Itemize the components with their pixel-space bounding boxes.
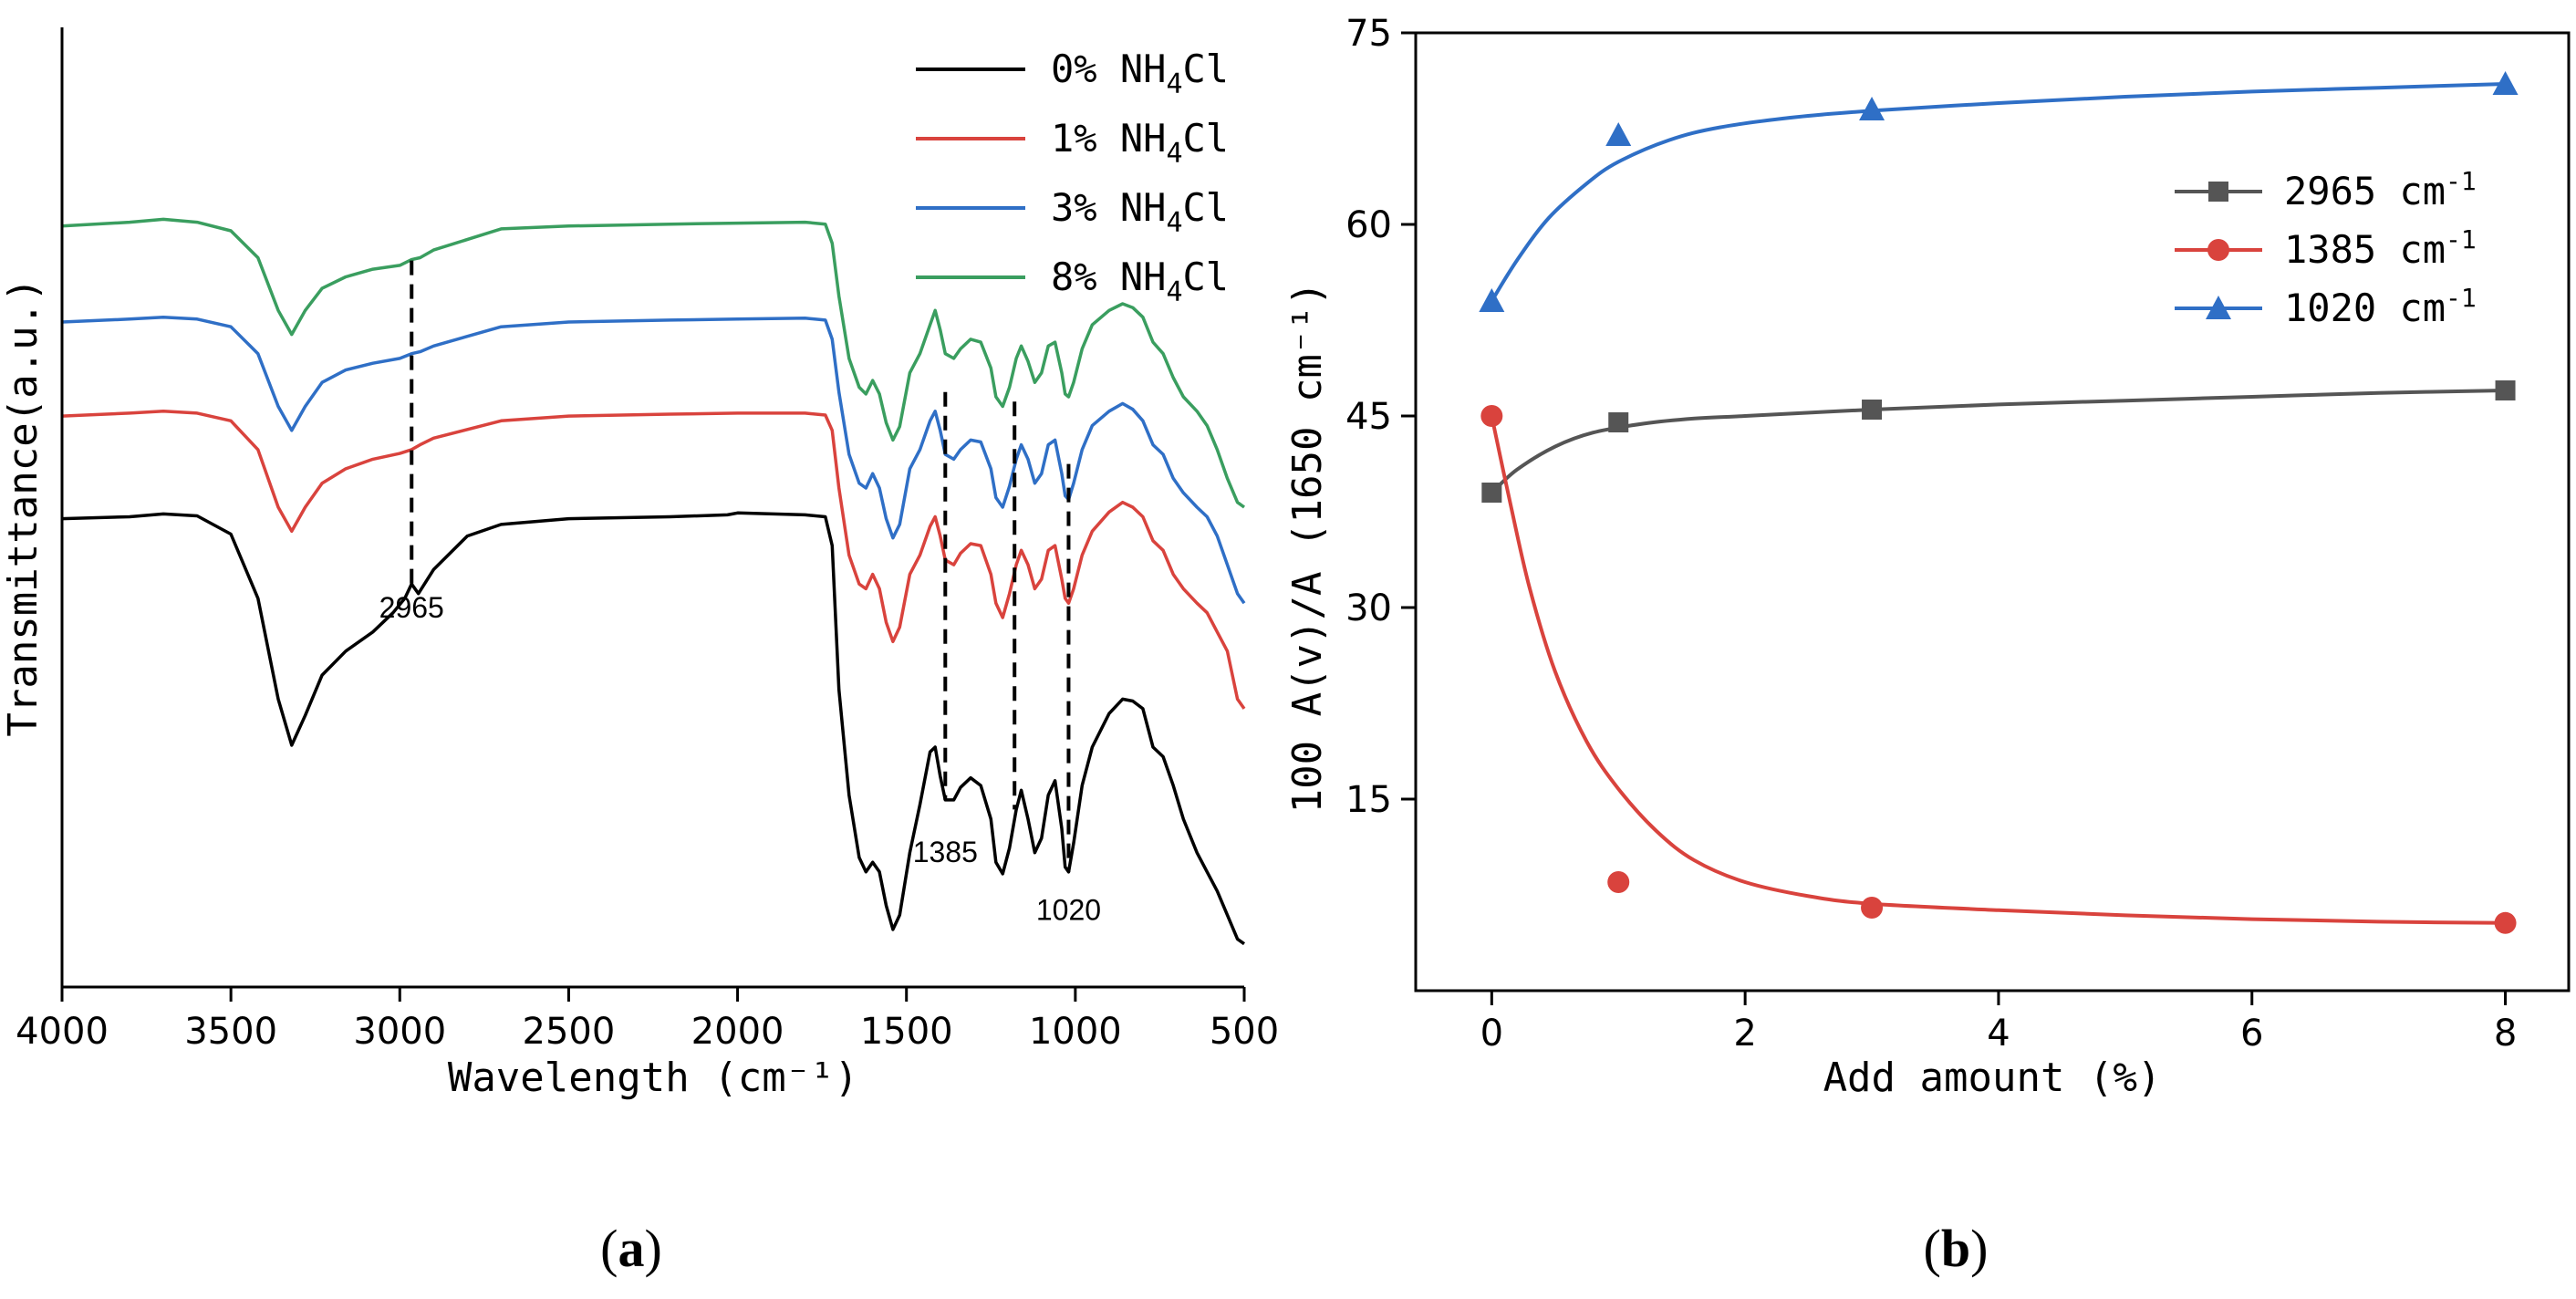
panel-a-label-letter: a (618, 1219, 645, 1278)
panel-a: 2965 1385 1020 4000 3500 3000 2500 2000 1500 100… (0, 27, 1279, 1278)
spectrum-line-1 (61, 410, 1246, 710)
data-point-1-3 (2494, 911, 2517, 934)
x-tick-label-500: 500 (1210, 1011, 1279, 1053)
panel-a-label-open: ( (600, 1219, 618, 1278)
legend-label-prefix: 3% NH (1051, 185, 1166, 230)
legend-label-2: 3% NH4Cl (1051, 185, 1229, 239)
panel-a-series-group (61, 217, 1246, 946)
panel-a-peak-guides (410, 260, 1071, 872)
legend-label-subscript: 4 (1166, 207, 1182, 239)
x-tick-label-3000: 3000 (353, 1011, 446, 1053)
b-legend-label-superscript: -1 (2446, 224, 2477, 255)
data-point-0-0 (1481, 483, 1502, 503)
b-legend-marker-0 (2208, 182, 2228, 202)
legend-label-3: 8% NH4Cl (1051, 255, 1229, 308)
x-tick-label-1500: 1500 (860, 1011, 953, 1053)
legend-label-suffix: Cl (1183, 255, 1230, 299)
data-point-2-0 (1479, 288, 1505, 312)
panel-b-y-axis-title: 100 A(v)/A (1650 cm⁻¹) (1284, 282, 1331, 814)
legend-label-suffix: Cl (1183, 185, 1230, 230)
b-x-tick-label-4: 4 (1987, 1013, 2010, 1055)
b-x-tick-label-2: 2 (1733, 1013, 1756, 1055)
b-x-tick-label-0: 0 (1480, 1013, 1503, 1055)
panel-b-x-ticks: 0 2 4 6 8 (1480, 991, 2517, 1055)
legend-label-subscript: 4 (1166, 138, 1182, 170)
fit-line-1 (1490, 415, 2506, 925)
panel-b-fit-lines (1490, 82, 2506, 925)
b-legend-label-superscript: -1 (2446, 166, 2477, 196)
panel-b-label: (b) (1924, 1219, 1989, 1278)
legend-label-subscript: 4 (1166, 276, 1182, 308)
b-y-tick-label-60: 60 (1345, 204, 1392, 246)
panel-b-markers (1479, 71, 2519, 934)
b-y-tick-label-30: 30 (1345, 587, 1392, 629)
b-legend-marker-1 (2207, 239, 2229, 261)
data-point-0-2 (1862, 400, 1883, 420)
panel-b-label-close: ) (1970, 1219, 1988, 1278)
legend-label-subscript: 4 (1166, 68, 1182, 100)
spectrum-line-0 (61, 511, 1246, 946)
b-y-tick-label-45: 45 (1345, 396, 1392, 438)
b-legend-label-value: 2965 cm (2284, 169, 2446, 213)
panel-a-label: (a) (600, 1219, 662, 1278)
x-tick-label-1000: 1000 (1029, 1011, 1122, 1053)
panel-b-y-ticks: 15 30 45 60 75 (1345, 13, 1416, 821)
panel-a-annotations: 2965 1385 1020 (379, 591, 1101, 926)
fit-line-2 (1490, 82, 2506, 303)
b-legend-label-0: 2965 cm-1 (2284, 166, 2477, 213)
x-tick-label-2500: 2500 (523, 1011, 616, 1053)
legend-label-prefix: 1% NH (1051, 116, 1166, 161)
b-legend-label-value: 1020 cm (2284, 286, 2446, 330)
data-point-0-3 (2495, 380, 2516, 400)
panel-a-x-ticks: 4000 3500 3000 2500 2000 1500 1000 500 (16, 987, 1279, 1053)
x-tick-label-3500: 3500 (184, 1011, 277, 1053)
b-legend-label-1: 1385 cm-1 (2284, 224, 2477, 272)
b-legend-marker-2 (2206, 296, 2231, 319)
x-tick-label-4000: 4000 (16, 1011, 109, 1053)
b-legend-label-2: 1020 cm-1 (2284, 283, 2477, 330)
b-y-tick-label-15: 15 (1345, 779, 1392, 821)
panel-b-label-letter: b (1941, 1219, 1970, 1278)
data-point-2-2 (1859, 97, 1885, 120)
x-tick-label-2000: 2000 (691, 1011, 784, 1053)
panel-a-label-close: ) (645, 1219, 662, 1278)
data-point-0-1 (1608, 412, 1629, 432)
b-legend-label-value: 1385 cm (2284, 227, 2446, 272)
b-x-tick-label-6: 6 (2240, 1013, 2263, 1055)
data-point-1-1 (1607, 871, 1630, 893)
data-point-2-3 (2492, 71, 2519, 95)
b-x-tick-label-8: 8 (2494, 1013, 2517, 1055)
panel-b: 0 2 4 6 8 15 30 45 60 75 Add amount (%) 100 A(v)… (1284, 13, 2571, 1278)
data-point-1-0 (1480, 405, 1503, 427)
peak-label-2965: 2965 (379, 591, 444, 624)
b-y-tick-label-75: 75 (1345, 13, 1392, 55)
spectrum-line-3 (61, 217, 1246, 509)
legend-label-suffix: Cl (1183, 116, 1230, 161)
legend-label-0: 0% NH4Cl (1051, 47, 1229, 100)
fit-line-0 (1490, 389, 2506, 494)
panel-b-x-axis-title: Add amount (%) (1823, 1055, 2162, 1101)
legend-label-1: 1% NH4Cl (1051, 116, 1229, 170)
data-point-1-2 (1861, 897, 1884, 919)
peak-label-1020: 1020 (1036, 893, 1101, 926)
data-point-2-1 (1605, 122, 1632, 146)
legend-label-prefix: 0% NH (1051, 47, 1166, 91)
spectrum-line-2 (61, 315, 1246, 605)
peak-label-1385: 1385 (913, 836, 978, 868)
panel-a-y-axis-title: Transmittance(a.u.) (0, 277, 47, 736)
legend-label-suffix: Cl (1183, 47, 1230, 91)
panel-b-label-open: ( (1924, 1219, 1941, 1278)
legend-label-prefix: 8% NH (1051, 255, 1166, 299)
panel-a-x-axis-title: Wavelength (cm⁻¹) (448, 1055, 858, 1101)
panel-b-frame (1414, 31, 2571, 992)
b-legend-label-superscript: -1 (2446, 283, 2477, 313)
